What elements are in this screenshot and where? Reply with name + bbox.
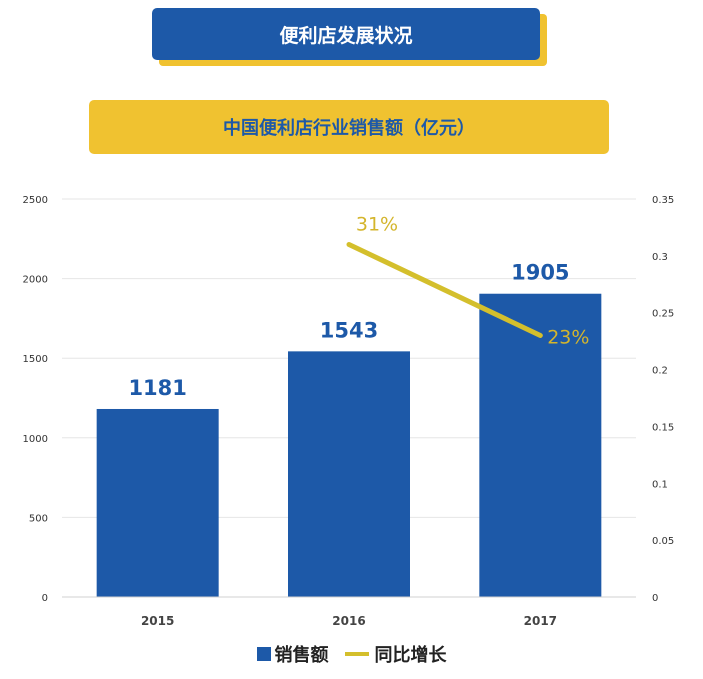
growth-line <box>346 241 543 338</box>
page-title: 便利店发展状况 <box>279 24 413 47</box>
legend-swatch-line <box>344 652 369 656</box>
y-tick-label: 500 <box>29 513 48 524</box>
y-tick-label: 1500 <box>23 354 48 365</box>
legend-item-growth: 同比增长 <box>344 641 447 667</box>
bar-value-label: 1181 <box>128 376 186 400</box>
y2-tick-label: 0.2 <box>652 366 668 377</box>
legend-swatch-bar <box>256 647 271 661</box>
x-tick-label: 2016 <box>332 614 365 628</box>
y-tick-label: 2000 <box>23 275 48 286</box>
y2-tick-label: 0 <box>652 593 658 604</box>
bar-value-label: 1905 <box>511 261 569 285</box>
chart-title: 中国便利店行业销售额（亿元） <box>223 118 475 139</box>
legend: 销售额 同比增长 <box>0 641 703 667</box>
chart: 0 500 1000 1500 2000 2500 0 0.05 0.1 0.15 0.2 0.25 0… <box>23 195 675 628</box>
title-banner: 便利店发展状况 <box>152 8 540 60</box>
y2-tick-label: 0.05 <box>652 536 674 547</box>
growth-value-label: 31% <box>356 213 398 235</box>
bar <box>96 408 219 597</box>
legend-label-growth: 同比增长 <box>374 645 447 666</box>
y2-tick-label: 0.25 <box>652 309 674 320</box>
legend-item-sales: 销售额 <box>256 641 329 667</box>
bar <box>288 351 410 597</box>
y2-tick-label: 0.35 <box>652 195 674 206</box>
y2-tick-label: 0.1 <box>652 479 668 490</box>
bar <box>479 293 602 597</box>
y-tick-label: 1000 <box>23 434 48 445</box>
y2-tick-label: 0.3 <box>652 252 668 263</box>
x-tick-label: 2017 <box>524 614 557 628</box>
growth-value-label: 23% <box>547 326 589 348</box>
subtitle-banner: 中国便利店行业销售额（亿元） <box>89 100 609 154</box>
legend-label-sales: 销售额 <box>274 645 329 666</box>
x-tick-label: 2015 <box>141 614 174 628</box>
y2-tick-label: 0.15 <box>652 422 674 433</box>
bar-value-label: 1543 <box>320 318 378 342</box>
y-tick-label: 2500 <box>23 195 48 206</box>
y-tick-label: 0 <box>42 593 48 604</box>
